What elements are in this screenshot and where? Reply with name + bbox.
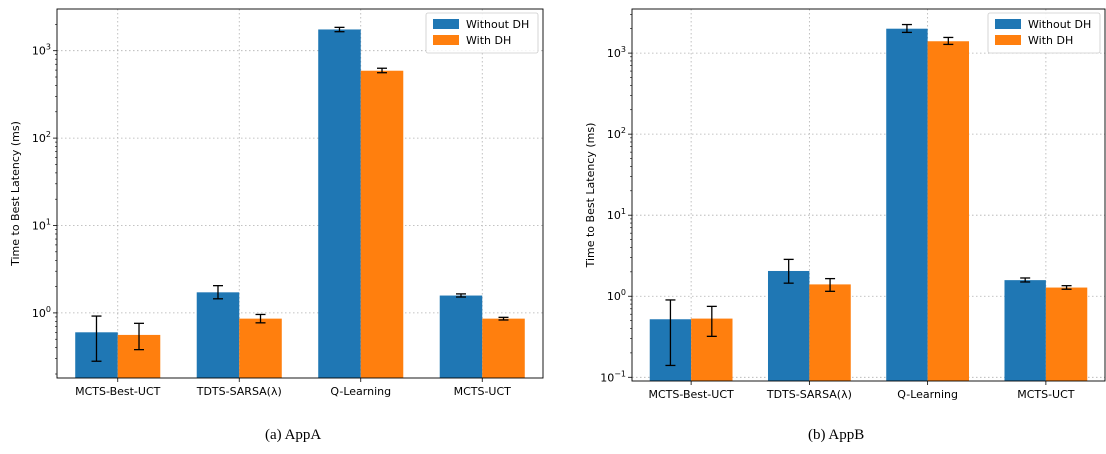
chart-panel-app-a: MCTS-Best-UCT TDTS-SARSA(λ) Q-Learning MCTS… — [9, 8, 544, 398]
y-tick-label: 100 — [32, 305, 51, 320]
y-tick-label: 103 — [607, 45, 626, 60]
y-axis-label: Time to Best Latency (ms) — [584, 123, 597, 269]
legend-label-without-dh: Without DH — [1028, 18, 1091, 31]
x-tick-label: TDTS-SARSA(λ) — [766, 388, 852, 401]
bar-without-dh — [439, 295, 483, 378]
y-tick-label: 10−1 — [600, 369, 626, 384]
legend-swatch-with-dh — [995, 35, 1021, 45]
bar-without-dh — [886, 28, 928, 382]
x-tick-label: Q-Learning — [330, 385, 391, 398]
axes-frame — [631, 8, 1106, 382]
bar-with-dh — [360, 70, 404, 378]
caption-app-b: (b) AppB — [808, 427, 865, 443]
axes-frame — [56, 8, 544, 379]
bar-without-dh — [1004, 280, 1046, 381]
x-tick-label: Q-Learning — [897, 388, 958, 401]
y-tick-label: 102 — [32, 130, 51, 145]
x-tick-label: MCTS-UCT — [1017, 388, 1075, 401]
legend-label-with-dh: With DH — [466, 34, 511, 47]
y-axis-label: Time to Best Latency (ms) — [9, 121, 22, 267]
y-tick-label: 101 — [607, 207, 626, 222]
x-tick-label: MCTS-Best-UCT — [649, 388, 735, 401]
legend-swatch-without-dh — [995, 19, 1021, 29]
bar-without-dh — [767, 270, 810, 381]
bar-with-dh — [927, 41, 970, 382]
legend-label-without-dh: Without DH — [466, 18, 529, 31]
bar-with-dh — [239, 318, 282, 378]
x-tick-label: MCTS-Best-UCT — [75, 385, 161, 398]
legend-label-with-dh: With DH — [1028, 34, 1073, 47]
bar-with-dh — [482, 318, 525, 378]
chart-panel-app-b: MCTS-Best-UCT TDTS-SARSA(λ) Q-Learning MCTS… — [584, 8, 1106, 401]
legend-swatch-with-dh — [433, 35, 459, 45]
bar-without-dh — [318, 29, 361, 379]
y-tick-label: 100 — [607, 288, 626, 303]
caption-app-a: (a) AppA — [265, 427, 322, 443]
y-tick-label: 101 — [32, 218, 51, 233]
bar-with-dh — [1045, 287, 1088, 381]
bar-with-dh — [809, 284, 851, 381]
y-tick-label: 103 — [32, 43, 51, 58]
y-tick-label: 102 — [607, 126, 626, 141]
bar-without-dh — [196, 292, 240, 378]
legend-swatch-without-dh — [433, 19, 459, 29]
x-tick-label: MCTS-UCT — [454, 385, 512, 398]
x-tick-label: TDTS-SARSA(λ) — [196, 385, 282, 398]
